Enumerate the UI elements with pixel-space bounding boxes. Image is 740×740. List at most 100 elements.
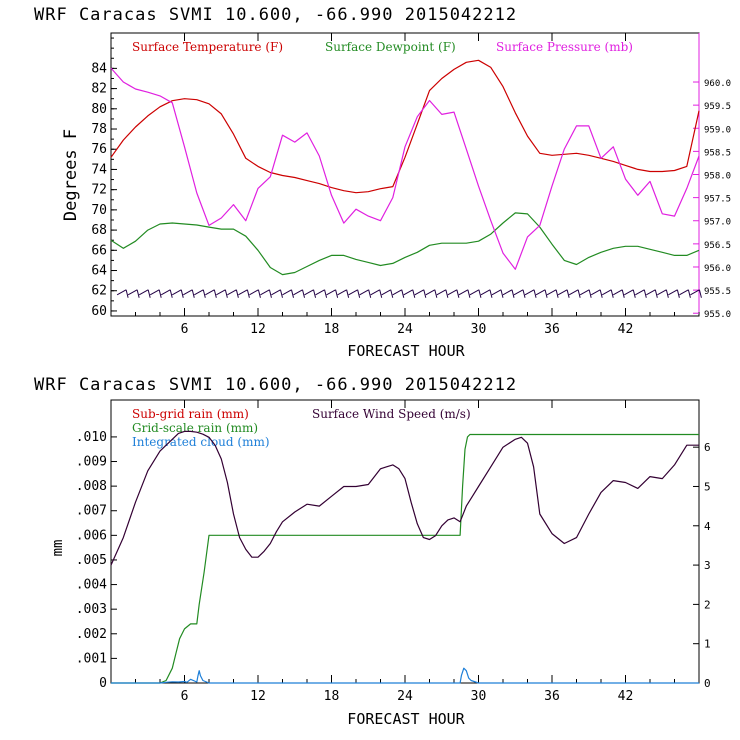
wind-barb-flag <box>555 289 559 298</box>
wind-barb-flag <box>467 289 471 298</box>
y2-tick-label: 0 <box>704 677 711 690</box>
y2-tick-label: 956.0 <box>704 264 731 274</box>
series-line-2 <box>111 667 699 684</box>
x-tick-label: 24 <box>397 322 413 337</box>
bottom-chart-title: WRF Caracas SVMI 10.600, -66.990 2015042… <box>34 375 517 395</box>
wind-barb <box>590 289 601 296</box>
wind-barb <box>271 289 281 296</box>
wind-barb <box>491 289 502 296</box>
wind-barb <box>127 289 138 296</box>
y-tick-label: 62 <box>91 284 107 299</box>
wind-barb-flag <box>291 289 294 298</box>
y-tick-label: 66 <box>91 243 107 258</box>
y-tick-label: 74 <box>91 162 107 177</box>
y2-tick-label: 959.0 <box>704 125 731 135</box>
x-tick-label: 6 <box>181 322 189 337</box>
wind-barb-flag <box>665 289 669 298</box>
x-tick-label: 36 <box>544 322 560 337</box>
y-tick-label: 72 <box>91 183 107 198</box>
y2-tick-label: 957.0 <box>704 218 731 228</box>
bottom-plot-series <box>110 430 699 684</box>
y-tick-label: .008 <box>76 479 107 494</box>
wind-barb-flag <box>621 289 625 298</box>
wind-barb <box>348 289 358 296</box>
wind-barb-flag <box>379 289 383 298</box>
wind-barb-flag <box>136 289 140 298</box>
wind-barb <box>635 289 645 296</box>
wind-barb-flag <box>500 289 504 298</box>
wind-barb <box>679 289 689 296</box>
top-x-axis-title: FORECAST HOUR <box>347 342 465 360</box>
x-tick-label: 18 <box>324 322 340 337</box>
wind-barb <box>469 289 480 296</box>
bottom-x-axis-title: FORECAST HOUR <box>347 710 465 728</box>
legend-integrated-cloud: Integrated cloud (mm) <box>132 435 270 449</box>
y-tick-label: 82 <box>91 82 107 97</box>
wind-barb <box>436 289 447 296</box>
wind-barb-flag <box>489 289 493 298</box>
top-plot-series <box>110 59 702 298</box>
x-tick-label: 18 <box>324 689 340 704</box>
series-line-1 <box>110 430 699 566</box>
plot-border <box>110 32 700 317</box>
wind-barb-flag <box>346 289 350 298</box>
wind-barb-flag <box>511 289 515 298</box>
wind-barb-flag <box>213 289 217 298</box>
y2-tick-label: 3 <box>704 559 711 572</box>
wind-barb-flag <box>434 289 438 298</box>
wind-barb <box>293 289 303 296</box>
wind-barb-flag <box>610 289 614 298</box>
wind-barb-flag <box>478 289 482 298</box>
top-y-axis-title: Degrees F <box>61 129 81 221</box>
wind-barb <box>304 289 314 296</box>
x-tick-label: 30 <box>471 322 487 337</box>
wind-barb <box>249 289 259 296</box>
wind-barb <box>116 289 127 296</box>
wind-barb-flag <box>643 289 647 298</box>
wind-barb <box>381 289 391 296</box>
wind-barb <box>392 289 402 296</box>
wind-barb-flag <box>202 289 206 298</box>
y-tick-label: 78 <box>91 122 107 137</box>
wind-barb <box>315 289 325 296</box>
y-tick-label: .006 <box>76 528 107 543</box>
y-tick-label: .007 <box>76 504 107 519</box>
wind-barb-flag <box>687 289 691 298</box>
y-tick-label: .009 <box>76 455 107 470</box>
series-line-0 <box>110 59 700 194</box>
wind-barb-flag <box>158 289 162 298</box>
y2-tick-label: 956.5 <box>704 241 731 251</box>
wind-barb-flag <box>566 289 570 298</box>
wind-barb <box>657 289 667 296</box>
wind-barb <box>337 289 347 296</box>
wind-barb <box>194 289 204 296</box>
wind-barb-flag <box>401 289 405 298</box>
series-line-1 <box>110 212 700 276</box>
wind-barb-flag <box>544 289 548 298</box>
wind-barb <box>480 289 491 296</box>
wind-barb <box>326 289 336 296</box>
wind-barb-flag <box>335 289 339 298</box>
wind-barb <box>613 289 623 296</box>
wind-barb-flag <box>423 289 427 298</box>
y2-tick-label: 957.5 <box>704 195 731 205</box>
y-tick-label: 70 <box>91 203 107 218</box>
y2-tick-label: 955.0 <box>704 310 731 320</box>
y-tick-label: .010 <box>76 430 107 445</box>
wind-barb-flag <box>313 289 317 298</box>
wind-barb-flag <box>654 289 658 298</box>
wind-barb <box>690 289 700 296</box>
x-tick-label: 6 <box>181 689 189 704</box>
wind-barb <box>425 289 436 296</box>
x-tick-label: 24 <box>397 689 413 704</box>
wind-barb <box>216 289 226 296</box>
wind-barb <box>557 289 568 296</box>
wind-barb <box>546 289 557 296</box>
wind-barb-flag <box>180 289 184 298</box>
y2-tick-label: 958.5 <box>704 148 731 158</box>
wind-barb-flag <box>445 289 449 298</box>
y2-tick-label: 5 <box>704 480 711 493</box>
x-tick-label: 36 <box>544 689 560 704</box>
wind-barb <box>668 289 678 296</box>
